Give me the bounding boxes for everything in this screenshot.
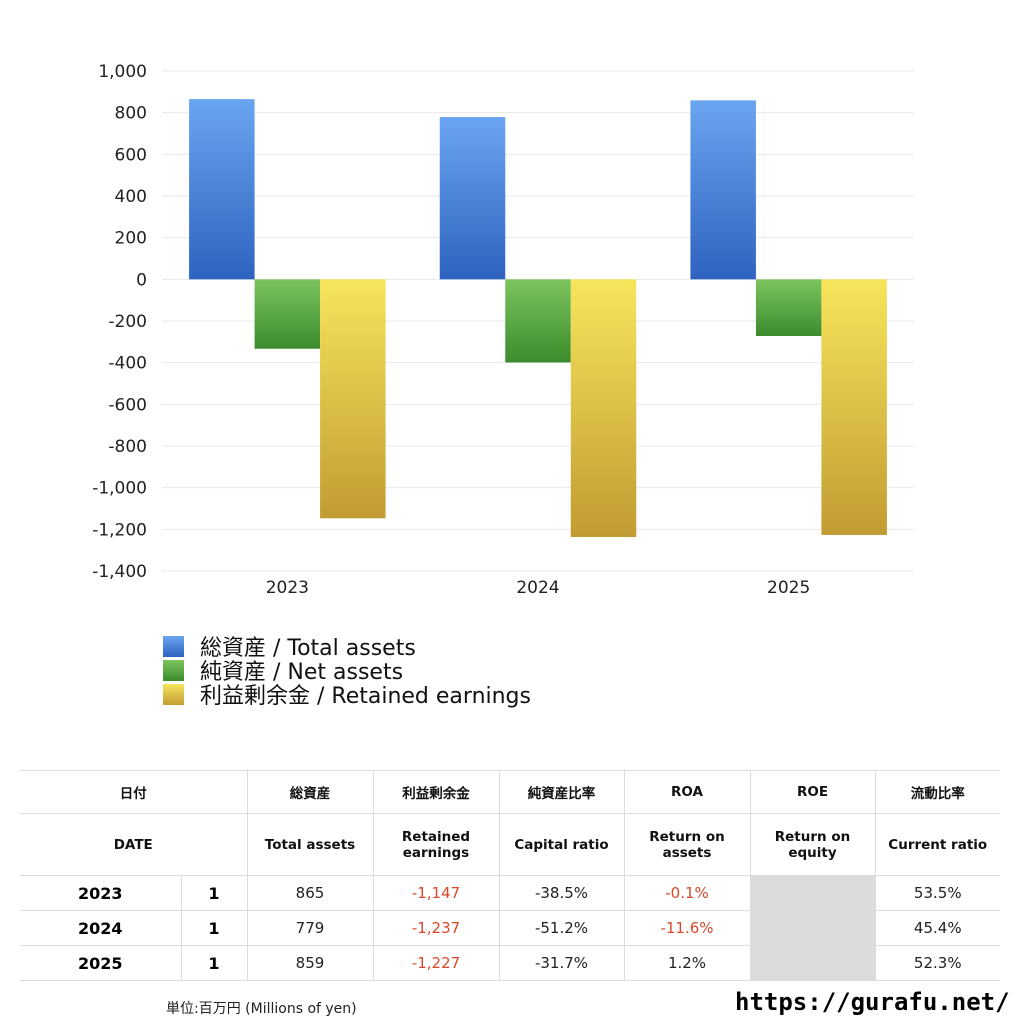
cell-current-ratio: 45.4% xyxy=(874,910,1000,946)
y-axis-ticks: 1,000 800 600 400 200 0 -200 -400 -600 -800 -1,000… xyxy=(92,62,147,582)
header-total-assets-en: Total assets xyxy=(246,813,374,876)
legend-label-net-assets: 純資産 / Net assets xyxy=(200,660,404,685)
bar-total-assets-2023 xyxy=(189,99,255,280)
cell-year: 2023 xyxy=(20,875,182,911)
y-tick-label: -200 xyxy=(108,312,147,332)
y-tick-label: -1,400 xyxy=(92,562,147,582)
cell-roe xyxy=(749,910,876,946)
table-header-jp-row: 日付 総資産 利益剰余金 純資産比率 ROA ROE 流動比率 xyxy=(20,770,1000,814)
table-row: 2023 1 865 -1,147 -38.5% -0.1% 53.5% xyxy=(20,875,1000,911)
header-capital-ratio-jp: 純資産比率 xyxy=(498,770,625,814)
financial-table: 日付 総資産 利益剰余金 純資産比率 ROA ROE 流動比率 DATE Tot… xyxy=(20,770,1000,981)
y-tick-label: 800 xyxy=(115,104,147,124)
site-url-link[interactable]: https://gurafu.net/ xyxy=(735,988,1010,1016)
legend-item-total-assets: 総資産 / Total assets xyxy=(163,634,531,661)
table-header-en-row: DATE Total assets Retained earnings Capi… xyxy=(20,813,1000,876)
bar-retained-earnings-2025 xyxy=(821,279,887,535)
cell-retained-earnings: -1,237 xyxy=(372,910,500,946)
cell-count: 1 xyxy=(180,945,248,981)
y-tick-label: -800 xyxy=(108,437,147,457)
cell-capital-ratio: -31.7% xyxy=(498,945,625,981)
header-capital-ratio-en: Capital ratio xyxy=(498,813,625,876)
header-current-ratio-en: Current ratio xyxy=(874,813,1000,876)
cell-roa: -0.1% xyxy=(623,875,751,911)
y-tick-label: 600 xyxy=(115,145,147,165)
legend-swatch-retained-earnings xyxy=(163,683,184,705)
header-date-jp: 日付 xyxy=(20,770,248,814)
cell-current-ratio: 52.3% xyxy=(874,945,1000,981)
x-tick-label: 2024 xyxy=(516,578,559,598)
legend-swatch-total-assets xyxy=(163,635,184,657)
y-tick-label: -400 xyxy=(108,354,147,374)
header-total-assets-jp: 総資産 xyxy=(246,770,374,814)
y-tick-label: 200 xyxy=(115,229,147,249)
cell-count: 1 xyxy=(180,875,248,911)
chart-legend: 総資産 / Total assets 純資産 / Net assets 利益剰余… xyxy=(163,634,531,709)
cell-current-ratio: 53.5% xyxy=(874,875,1000,911)
table-row: 2025 1 859 -1,227 -31.7% 1.2% 52.3% xyxy=(20,945,1000,981)
bar-net-assets-2023 xyxy=(254,279,321,349)
cell-retained-earnings: -1,227 xyxy=(372,945,500,981)
cell-total-assets: 859 xyxy=(246,945,374,981)
bars xyxy=(189,99,887,538)
bar-net-assets-2025 xyxy=(755,279,822,336)
legend-item-net-assets: 純資産 / Net assets xyxy=(163,658,531,685)
bar-net-assets-2024 xyxy=(505,279,571,363)
legend-swatch-net-assets xyxy=(163,659,184,681)
y-tick-label: 0 xyxy=(136,270,147,290)
x-axis-ticks: 2023 2024 2025 xyxy=(266,578,811,598)
cell-total-assets: 865 xyxy=(246,875,374,911)
cell-roa: -11.6% xyxy=(623,910,751,946)
cell-capital-ratio: -51.2% xyxy=(498,910,625,946)
cell-total-assets: 779 xyxy=(246,910,374,946)
header-roe-jp: ROE xyxy=(749,770,876,814)
x-tick-label: 2025 xyxy=(767,578,810,598)
cell-count: 1 xyxy=(180,910,248,946)
y-tick-label: 400 xyxy=(115,187,147,207)
bar-retained-earnings-2024 xyxy=(570,279,637,538)
cell-retained-earnings: -1,147 xyxy=(372,875,500,911)
table-row: 2024 1 779 -1,237 -51.2% -11.6% 45.4% xyxy=(20,910,1000,946)
header-roa-jp: ROA xyxy=(623,770,751,814)
cell-roa: 1.2% xyxy=(623,945,751,981)
legend-item-retained-earnings: 利益剰余金 / Retained earnings xyxy=(163,682,531,709)
header-retained-earnings-en: Retained earnings xyxy=(372,813,500,876)
bar-total-assets-2025 xyxy=(690,100,756,280)
bar-chart: 1,000 800 600 400 200 0 -200 -400 -600 -800 -1,000… xyxy=(92,62,914,598)
cell-roe xyxy=(749,945,876,981)
cell-year: 2025 xyxy=(20,945,182,981)
legend-label-retained-earnings: 利益剰余金 / Retained earnings xyxy=(200,684,531,709)
unit-note: 単位:百万円 (Millions of yen) xyxy=(166,1001,357,1017)
bar-retained-earnings-2023 xyxy=(320,279,386,519)
cell-capital-ratio: -38.5% xyxy=(498,875,625,911)
header-date-en: DATE xyxy=(20,813,248,876)
header-roa-en: Return on assets xyxy=(623,813,751,876)
y-tick-label: 1,000 xyxy=(98,62,147,82)
y-tick-label: -600 xyxy=(108,395,147,415)
x-tick-label: 2023 xyxy=(266,578,309,598)
header-roe-en: Return on equity xyxy=(749,813,876,876)
legend-label-total-assets: 総資産 / Total assets xyxy=(200,636,416,661)
header-retained-earnings-jp: 利益剰余金 xyxy=(372,770,500,814)
cell-roe xyxy=(749,875,876,911)
y-tick-label: -1,200 xyxy=(92,520,147,540)
header-current-ratio-jp: 流動比率 xyxy=(874,770,1000,814)
bar-total-assets-2024 xyxy=(439,117,506,280)
cell-year: 2024 xyxy=(20,910,182,946)
y-tick-label: -1,000 xyxy=(92,479,147,499)
